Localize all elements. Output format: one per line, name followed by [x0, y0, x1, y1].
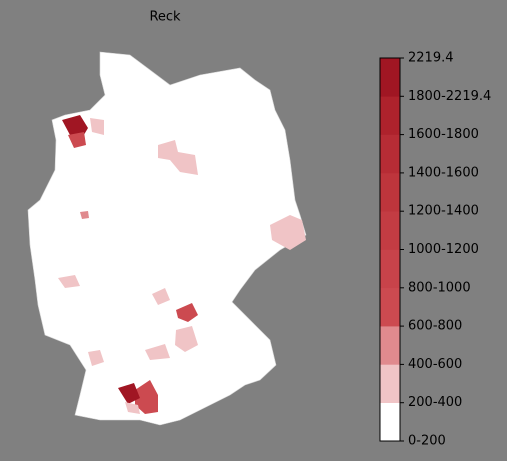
colorbar-label: 1200-1400	[408, 204, 479, 219]
colorbar-segment	[380, 326, 400, 365]
region	[176, 303, 198, 322]
colorbar-label: 2219.4	[408, 51, 454, 66]
colorbar-segment	[380, 402, 400, 442]
colorbar-label: 1400-1600	[408, 165, 479, 180]
colorbar-label: 1600-1800	[408, 127, 479, 142]
map-title: Reck	[149, 10, 181, 25]
colorbar-label: 400-600	[408, 357, 462, 372]
region	[135, 380, 158, 414]
colorbar-label: 200-400	[408, 395, 462, 410]
region	[158, 140, 198, 175]
region	[125, 402, 140, 414]
colorbar-segment	[380, 172, 400, 212]
region	[68, 132, 86, 148]
colorbar-label: 1000-1200	[408, 242, 479, 257]
colorbar-segment	[380, 134, 400, 174]
region	[88, 350, 104, 366]
colorbar-segment	[380, 58, 400, 97]
colorbar-label: 600-800	[408, 319, 462, 334]
colorbar-label: 1800-2219.4	[408, 89, 491, 104]
colorbar-label: 0-200	[408, 434, 446, 449]
region	[62, 115, 88, 138]
colorbar-label: 800-1000	[408, 280, 471, 295]
country-outline	[27, 51, 307, 426]
region	[270, 215, 306, 250]
colorbar-segment	[380, 287, 400, 327]
region	[118, 383, 140, 404]
colorbar-segment	[380, 364, 400, 403]
region	[152, 288, 170, 305]
colorbar-segment	[380, 249, 400, 289]
colorbar-segment	[380, 96, 400, 135]
region	[58, 275, 80, 288]
region	[145, 344, 170, 360]
colorbar-segment	[380, 211, 400, 250]
colorbar: 0-200 200-400 400-600 600-800 800-1000 1000-1…	[379, 51, 491, 449]
germany-map	[27, 51, 307, 426]
region	[90, 118, 104, 135]
region	[175, 326, 198, 352]
region	[80, 211, 89, 219]
